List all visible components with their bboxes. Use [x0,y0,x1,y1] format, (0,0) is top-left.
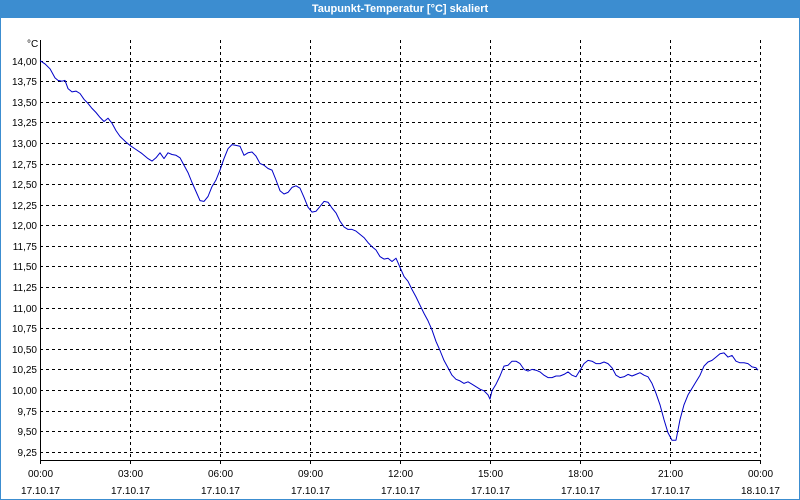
y-tick-label: 9,50 [18,427,38,438]
y-tick-label: 12,25 [12,201,37,212]
x-tick-time-label: 03:00 [118,469,143,480]
y-tick-label: 14,00 [12,57,37,68]
tick-labels: °C 14,00 13,75 13,50 13,25 13,00 12,75 12,50 12… [12,39,780,497]
x-tick-time-label: 15:00 [478,469,503,480]
y-tick-label: 12,00 [12,221,37,232]
series-line [39,60,759,441]
y-axis-unit-label: °C [27,39,38,50]
window-title-bar[interactable]: Taupunkt-Temperatur [°C] skaliert [0,0,800,18]
y-tick-label: 10,00 [12,386,37,397]
y-tick-label: 10,75 [12,324,37,335]
x-tick-time-label: 06:00 [208,469,233,480]
y-tick-label: 9,25 [18,448,38,459]
y-tick-label: 10,25 [12,365,37,376]
x-tick-date-label: 17.10.17 [381,486,420,497]
y-tick-label: 11,00 [13,304,38,315]
x-tick-time-label: 00:00 [28,469,53,480]
x-tick-date-label: 17.10.17 [291,486,330,497]
x-tick-date-label: 17.10.17 [111,486,150,497]
x-tick-date-label: 17.10.17 [21,486,60,497]
x-tick-time-label: 12:00 [388,469,413,480]
y-tick-label: 12,50 [12,180,37,191]
y-tick-label: 11,75 [13,242,38,253]
x-tick-date-label: 17.10.17 [561,486,600,497]
x-tick-date-label: 18.10.17 [741,486,780,497]
x-tick-date-label: 17.10.17 [201,486,240,497]
y-tick-label: 13,50 [12,98,37,109]
series-layer [39,60,759,441]
x-tick-date-label: 17.10.17 [471,486,510,497]
y-tick-label: 13,75 [12,77,37,88]
x-tick-date-label: 17.10.17 [651,486,690,497]
x-tick-time-label: 09:00 [298,469,323,480]
y-tick-label: 10,50 [12,345,37,356]
x-tick-time-label: 00:00 [748,469,773,480]
y-tick-label: 9,75 [18,407,38,418]
x-tick-time-label: 18:00 [568,469,593,480]
y-tick-label: 11,50 [13,262,38,273]
y-tick-label: 13,25 [12,118,37,129]
y-tick-label: 13,00 [12,139,37,150]
window-title: Taupunkt-Temperatur [°C] skaliert [311,3,489,15]
x-tick-time-label: 21:00 [658,469,683,480]
y-tick-label: 11,25 [13,283,38,294]
axes [40,40,761,464]
y-tick-label: 12,75 [12,160,37,171]
